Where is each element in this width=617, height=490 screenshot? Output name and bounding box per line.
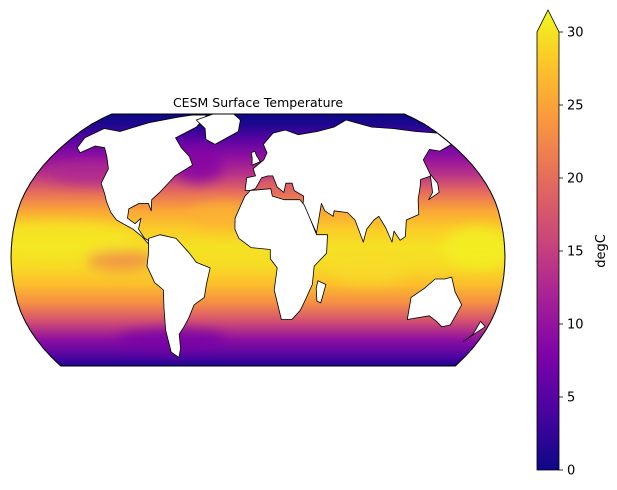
colorbar-tick-label: 25 <box>567 99 584 114</box>
colorbar-tick-label: 0 <box>567 464 575 479</box>
land-australia <box>406 276 463 328</box>
colorbar-gradient <box>536 9 560 471</box>
sst-anomaly-patch-1 <box>86 249 156 272</box>
land-madagascar <box>315 280 327 304</box>
land-eurasia <box>244 119 452 243</box>
land-japan <box>428 173 440 201</box>
map-boundary <box>10 113 506 367</box>
map-title: CESM Surface Temperature <box>173 95 343 110</box>
land-antarctica <box>67 369 450 374</box>
colorbar-ticks: 0 5 10 15 20 25 30 <box>559 26 584 479</box>
land-masses <box>67 114 486 374</box>
colorbar-tick-label: 15 <box>567 245 584 260</box>
sst-anomaly-patch-6 <box>442 226 505 269</box>
colorbar-tick-label: 20 <box>567 172 584 187</box>
land-south-america <box>146 234 211 358</box>
sst-anomaly-patch-7 <box>326 248 409 284</box>
colorbar: 0 5 10 15 20 25 30 degC <box>536 9 609 479</box>
land-new-zealand <box>462 320 486 342</box>
land-greenland <box>195 114 241 145</box>
colorbar-label: degC <box>594 234 609 268</box>
colorbar-tick-label: 10 <box>567 318 584 333</box>
colorbar-tick-label: 5 <box>567 391 575 406</box>
land-africa <box>234 188 328 320</box>
land-british-isles <box>250 150 261 166</box>
colorbar-tick-label: 30 <box>567 26 584 41</box>
map-panel <box>10 113 506 374</box>
